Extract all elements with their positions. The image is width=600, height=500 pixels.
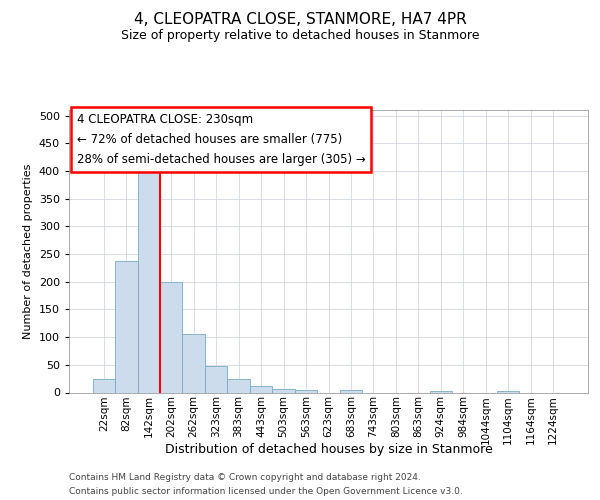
Bar: [340, 390, 362, 392]
Text: Size of property relative to detached houses in Stanmore: Size of property relative to detached ho…: [121, 29, 479, 42]
Text: 4, CLEOPATRA CLOSE, STANMORE, HA7 4PR: 4, CLEOPATRA CLOSE, STANMORE, HA7 4PR: [134, 12, 466, 28]
Bar: [430, 391, 452, 392]
Bar: [295, 390, 317, 392]
Bar: [160, 282, 182, 393]
Bar: [92, 378, 115, 392]
Bar: [497, 391, 520, 392]
Bar: [205, 366, 227, 392]
Bar: [227, 378, 250, 392]
Text: Contains HM Land Registry data © Crown copyright and database right 2024.: Contains HM Land Registry data © Crown c…: [69, 472, 421, 482]
Bar: [182, 334, 205, 392]
Bar: [115, 260, 137, 392]
Y-axis label: Number of detached properties: Number of detached properties: [23, 164, 33, 339]
Bar: [272, 388, 295, 392]
Text: Contains public sector information licensed under the Open Government Licence v3: Contains public sector information licen…: [69, 488, 463, 496]
Text: Distribution of detached houses by size in Stanmore: Distribution of detached houses by size …: [165, 442, 493, 456]
Bar: [137, 168, 160, 392]
Text: 4 CLEOPATRA CLOSE: 230sqm
← 72% of detached houses are smaller (775)
28% of semi: 4 CLEOPATRA CLOSE: 230sqm ← 72% of detac…: [77, 113, 365, 166]
Bar: [250, 386, 272, 392]
